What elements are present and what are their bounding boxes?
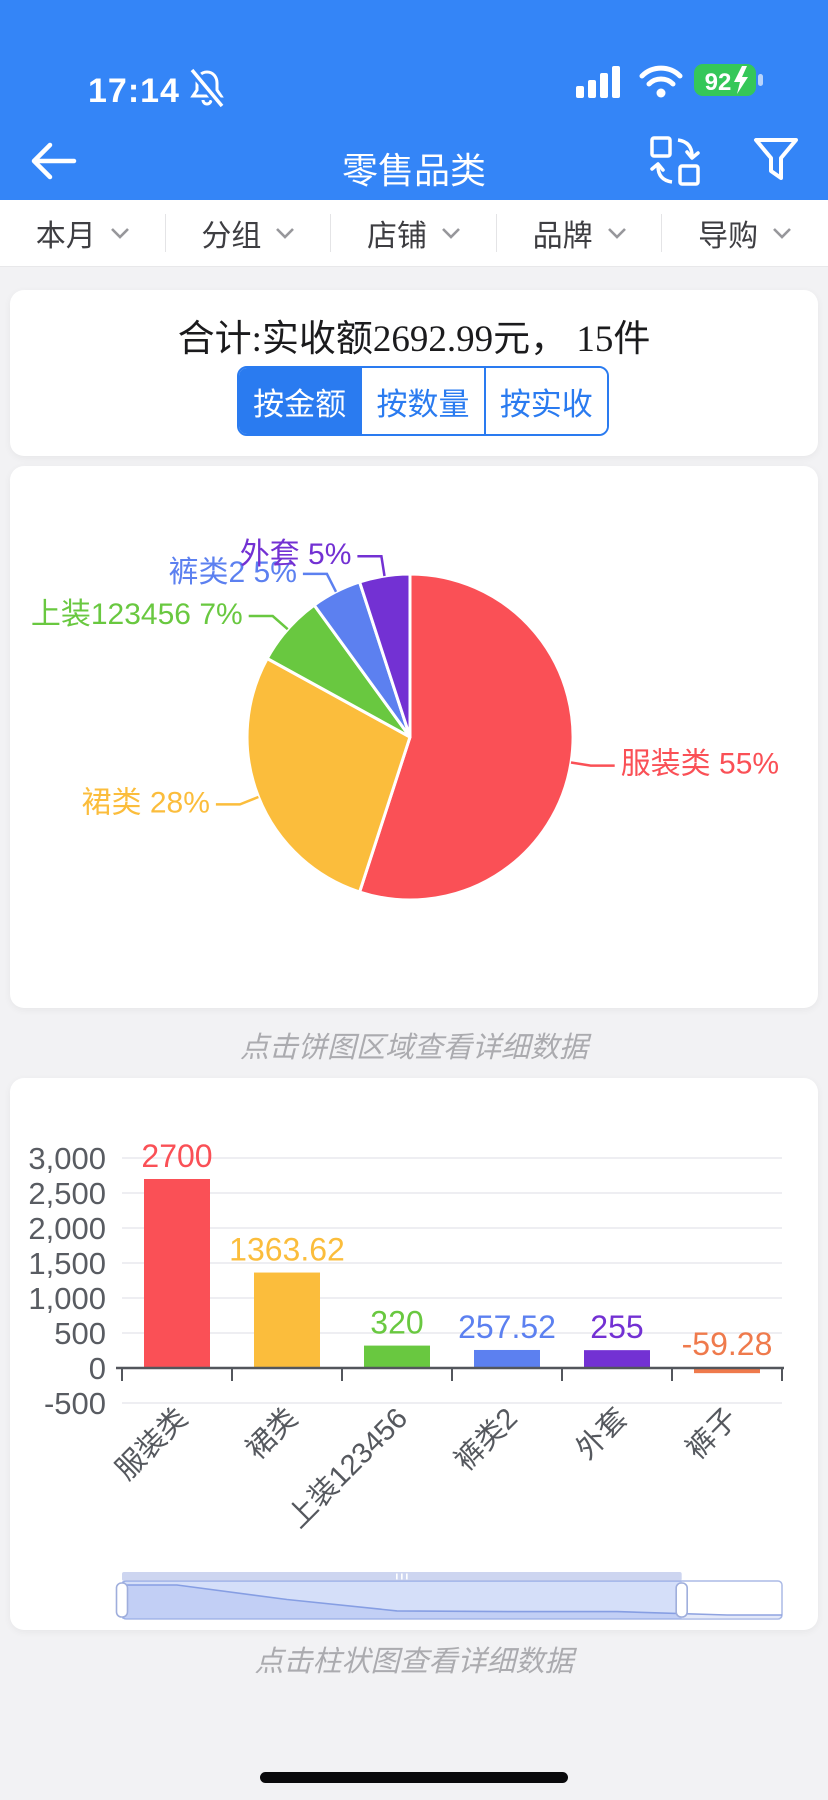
bell-muted-icon xyxy=(188,68,226,108)
pie-label: 外套 5% xyxy=(240,538,352,571)
bar-caption: 点击柱状图查看详细数据 xyxy=(254,1646,574,1678)
battery-charging-icon: 92 xyxy=(694,62,766,98)
bar-chart-card: 3,000 2,500 2,000 1,500 1,000 500 0 -500 2700 服装类… xyxy=(10,1078,818,1630)
tab-by-amount[interactable]: 按金额 xyxy=(239,368,363,434)
metric-segmented-control: 按金额 按数量 按实收 xyxy=(237,366,609,436)
filter-funnel-icon[interactable] xyxy=(752,136,800,186)
datazoom-series-line xyxy=(122,1584,782,1616)
bar-2[interactable] xyxy=(364,1345,430,1368)
filter-store[interactable]: 店铺 xyxy=(331,200,497,266)
bar-3[interactable] xyxy=(474,1349,540,1368)
y-axis-tick-label: 2,000 xyxy=(28,1211,106,1246)
filter-group-label: 分组 xyxy=(201,220,262,253)
datazoom-handle-right[interactable] xyxy=(675,1582,688,1618)
datazoom-series-area xyxy=(122,1585,782,1618)
page-title: 零售品类 xyxy=(341,150,486,191)
bar-value-label: 1363.62 xyxy=(229,1232,345,1268)
bar-1[interactable] xyxy=(254,1272,320,1368)
bar-value-label: 320 xyxy=(370,1305,423,1341)
filter-period[interactable]: 本月 xyxy=(0,200,166,266)
datazoom-handle-left[interactable] xyxy=(115,1582,129,1618)
x-axis-category-label: 裙类 xyxy=(240,1402,304,1466)
x-axis-category-label: 裤子 xyxy=(680,1402,744,1466)
pie-label-line xyxy=(215,795,259,806)
chevron-down-icon xyxy=(607,228,626,239)
y-axis-tick-label: -500 xyxy=(44,1386,106,1421)
chevron-down-icon xyxy=(276,228,295,239)
header: 17:14 xyxy=(0,0,828,200)
tab-by-quantity[interactable]: 按数量 xyxy=(362,368,486,434)
chevron-down-icon xyxy=(442,228,460,239)
bar-4[interactable] xyxy=(584,1350,650,1368)
summary-total-text: 合计:实收额2692.99元， 15件 xyxy=(177,319,651,360)
filter-brand-label: 品牌 xyxy=(532,220,593,253)
pie-chart[interactable]: 服装类 55% 裙类 28% 上装123456 7% 裤类2 5%外套 5% xyxy=(10,466,818,1008)
y-axis-tick-label: 1,500 xyxy=(28,1246,106,1281)
wifi-icon xyxy=(638,64,684,98)
tab-by-received[interactable]: 按实收 xyxy=(485,368,607,434)
filter-bar: 本月 分组 店铺 品牌 导购 xyxy=(0,200,828,267)
y-axis-tick-label: 500 xyxy=(54,1316,106,1351)
chevron-down-icon xyxy=(773,228,792,239)
filter-store-label: 店铺 xyxy=(366,220,427,253)
filter-period-label: 本月 xyxy=(35,220,96,253)
bar-5[interactable] xyxy=(694,1369,760,1374)
datazoom-selected-range[interactable] xyxy=(122,1581,682,1619)
pie-label: 服装类 55% xyxy=(621,748,779,781)
switch-view-icon[interactable] xyxy=(646,132,704,190)
x-axis-category-label: 上装123456 xyxy=(281,1402,414,1535)
y-axis-tick-label: 0 xyxy=(89,1351,106,1386)
bar-value-label: -59.28 xyxy=(682,1326,773,1362)
bar-value-label: 2700 xyxy=(141,1138,212,1174)
home-indicator[interactable] xyxy=(260,1772,568,1783)
filter-group[interactable]: 分组 xyxy=(166,200,332,266)
summary-card: 合计:实收额2692.99元， 15件 按金额 按数量 按实收 xyxy=(10,290,818,456)
pie-caption: 点击饼图区域查看详细数据 xyxy=(239,1032,588,1064)
pie-chart-card: 服装类 55% 裙类 28% 上装123456 7% 裤类2 5% 外套 5% xyxy=(10,466,818,1008)
pie-slice-0[interactable] xyxy=(358,572,575,902)
filter-guide[interactable]: 导购 xyxy=(662,200,828,266)
pie-label: 上装123456 7% xyxy=(31,598,243,631)
back-arrow-icon[interactable] xyxy=(28,138,80,184)
bar-value-label: 255 xyxy=(590,1309,643,1345)
pie-label-line xyxy=(357,555,386,577)
filter-brand[interactable]: 品牌 xyxy=(497,200,663,266)
bar-value-label: 257.52 xyxy=(458,1309,556,1345)
pie-slice-1[interactable] xyxy=(245,657,412,894)
x-axis-category-label: 服装类 xyxy=(109,1402,194,1487)
bar-0[interactable] xyxy=(144,1179,210,1368)
pie-label: 裙类 28% xyxy=(82,786,210,819)
x-axis-category-label: 裤类2 xyxy=(448,1402,524,1478)
pie-slice-4[interactable] xyxy=(358,572,412,739)
pie-label: 裤类2 5% xyxy=(169,556,297,589)
y-axis-tick-label: 1,000 xyxy=(28,1281,106,1316)
y-axis-tick-label: 2,500 xyxy=(28,1176,106,1211)
pie-label-line xyxy=(302,572,338,593)
y-axis-tick-label: 3,000 xyxy=(28,1141,106,1176)
pie-label-line xyxy=(248,614,289,631)
pie-label-line xyxy=(570,761,615,767)
status-time: 17:14 xyxy=(88,72,180,110)
battery-percent-text: 92 xyxy=(705,69,732,96)
filter-guide-label: 导购 xyxy=(698,220,759,253)
signal-icon xyxy=(576,64,626,98)
chevron-down-icon xyxy=(110,228,129,239)
x-axis-category-label: 外套 xyxy=(570,1402,634,1466)
